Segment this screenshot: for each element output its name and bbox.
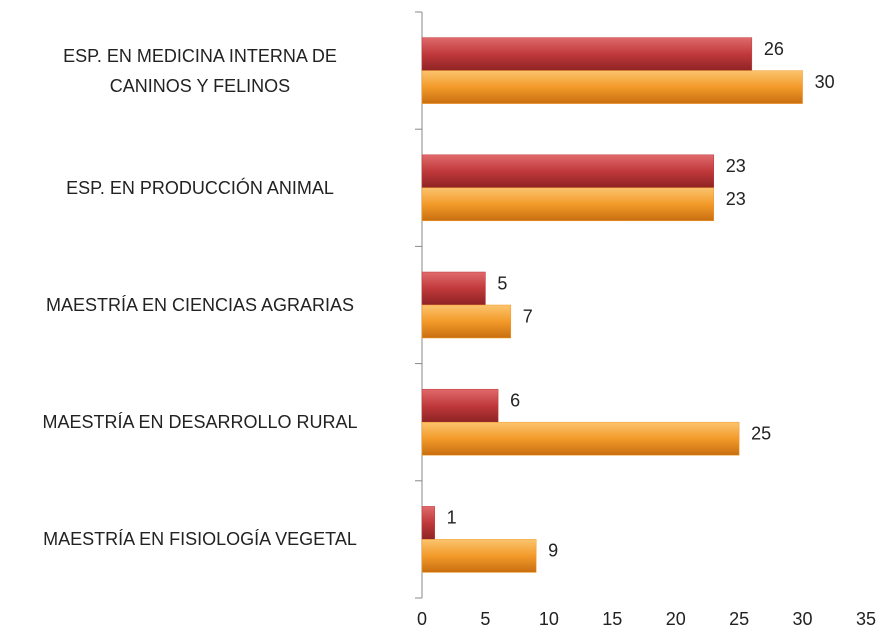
bar bbox=[421, 539, 537, 573]
data-label: 30 bbox=[815, 72, 835, 92]
x-tick-label: 10 bbox=[539, 609, 559, 629]
bar bbox=[421, 187, 715, 222]
bar bbox=[421, 506, 435, 540]
x-tick-label: 35 bbox=[856, 609, 876, 629]
x-tick-label: 5 bbox=[480, 609, 490, 629]
x-tick-label: 15 bbox=[602, 609, 622, 629]
bar bbox=[421, 70, 803, 104]
data-label: 23 bbox=[726, 156, 746, 176]
bar bbox=[421, 271, 486, 306]
data-label: 7 bbox=[523, 306, 533, 326]
bar bbox=[421, 154, 715, 189]
data-label: 23 bbox=[726, 189, 746, 209]
bar bbox=[421, 388, 499, 423]
bar bbox=[421, 37, 753, 71]
y-tick-label: MAESTRÍA EN CIENCIAS AGRARIAS bbox=[45, 295, 355, 315]
data-label: 9 bbox=[548, 541, 558, 561]
data-label: 25 bbox=[751, 423, 771, 443]
bar bbox=[421, 421, 740, 456]
x-tick-label: 30 bbox=[793, 609, 813, 629]
data-label: 26 bbox=[764, 39, 784, 59]
y-tick-label: ESP. EN MEDICINA INTERNA DE CANINOS Y FE… bbox=[63, 45, 337, 96]
y-tick-label: MAESTRÍA EN FISIOLOGÍA VEGETAL bbox=[43, 529, 357, 550]
bar bbox=[421, 304, 512, 339]
data-label: 5 bbox=[497, 273, 507, 293]
x-tick-label: 25 bbox=[729, 609, 749, 629]
y-tick-label: MAESTRÍA EN DESARROLLO RURAL bbox=[42, 412, 358, 433]
x-tick-label: 0 bbox=[417, 609, 427, 629]
y-tick-label: ESP. EN PRODUCCIÓN ANIMAL bbox=[66, 177, 334, 198]
data-label: 1 bbox=[447, 508, 457, 528]
x-tick-label: 20 bbox=[666, 609, 686, 629]
data-label: 6 bbox=[510, 390, 520, 410]
